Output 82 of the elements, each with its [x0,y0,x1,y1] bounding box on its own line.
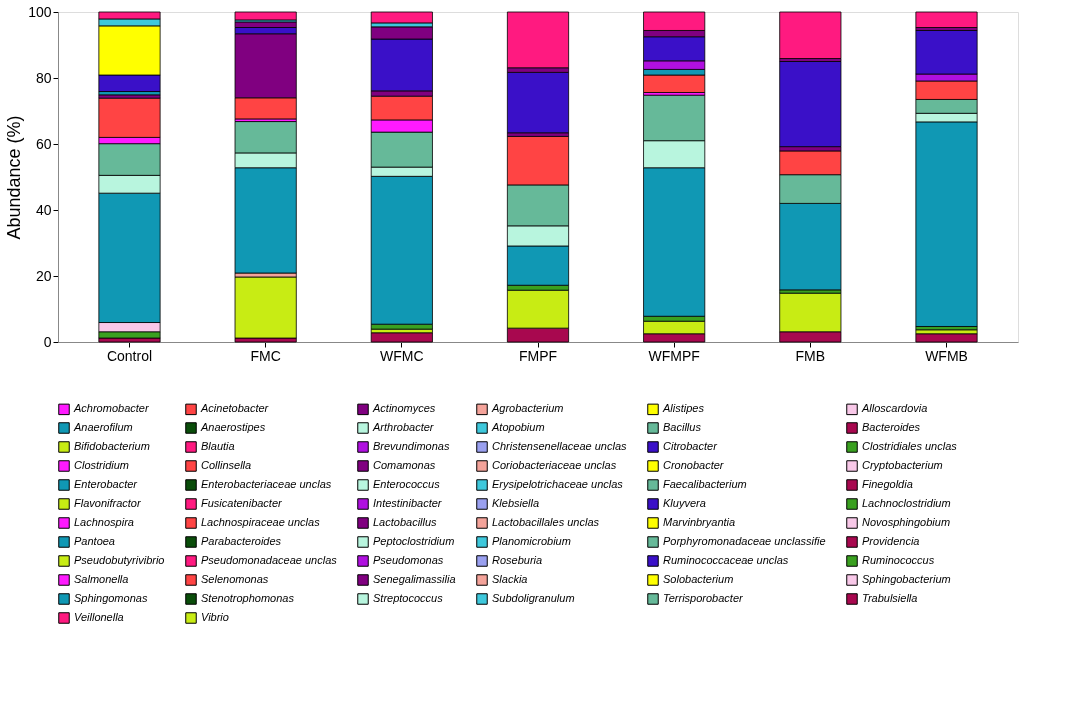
legend-label: Peptoclostridium [373,535,455,547]
legend-label: Cryptobacterium [862,459,943,471]
legend-label: Vibrio [201,611,229,623]
y-tick-label: 100 [28,3,52,20]
legend-label: Selenomonas [201,573,269,585]
legend-label: Brevundimonas [373,440,450,452]
legend-label: Solobacterium [663,573,734,585]
legend-label: Clostridium [74,459,130,471]
legend-label: Bifidobacterium [74,440,150,452]
x-tick-label: WFMC [380,347,424,364]
legend-label: Enterococcus [373,478,441,490]
legend-label: Intestinibacter [373,497,443,509]
legend-label: Veillonella [74,611,124,623]
legend-label: Slackia [492,573,528,585]
legend-label: Collinsella [201,459,252,471]
legend-label: Coriobacteriaceae unclas [492,459,617,471]
legend-label: Lactobacillus [373,516,438,528]
legend-label: Marvinbryantia [663,516,736,528]
legend-label: Lactobacillales unclas [492,516,600,528]
legend-label: Achromobacter [73,402,150,415]
legend-label: Klebsiella [492,497,540,509]
legend-label: Erysipelotrichaceae unclas [492,478,624,490]
legend-label: Kluyvera [663,497,706,509]
legend-label: Pseudobutyrivibrio [74,554,165,566]
x-tick-label: FMB [795,347,826,364]
y-tick-label: 20 [35,267,52,284]
legend-label: Pseudomonadaceae unclas [201,554,338,566]
legend-label: Providencia [862,535,920,547]
x-tick-label: WFMB [925,347,968,364]
legend-label: Anaerostipes [200,421,266,433]
legend-label: Lachnospira [74,516,134,528]
legend-label: Salmonella [74,573,129,585]
legend-label: Flavonifractor [74,497,142,509]
legend-label: Lachnospiraceae unclas [201,516,321,528]
x-tick-label: FMPF [518,347,558,364]
legend-label: Comamonas [373,459,436,471]
legend-label: Actinomyces [372,402,436,415]
legend-label: Ruminococcaceae unclas [663,554,789,566]
legend-label: Alloscardovia [861,402,928,415]
legend-label: Blautia [201,440,235,452]
legend-label: Lachnoclostridium [862,497,951,509]
legend-label: Sphingobacterium [862,573,951,585]
legend-label: Stenotrophomonas [201,592,295,604]
legend-label: Novosphingobium [862,516,951,528]
legend-label: Enterobacter [74,478,139,490]
legend-label: Fusicatenibacter [201,497,284,509]
legend-label: Christensenellaceae unclas [492,440,628,452]
legend-label: Porphyromonadaceae unclassifie [663,535,826,547]
legend-label: Finegoldia [862,478,913,490]
legend-label: Streptococcus [373,592,444,604]
legend-label: Pseudomonas [373,554,444,566]
legend-label: Agrobacterium [491,402,564,415]
legend-label: Trabulsiella [862,592,918,604]
x-tick-label: Control [106,347,153,364]
legend-label: Subdoligranulum [492,592,575,604]
legend-label: Acinetobacter [200,402,270,415]
legend-label: Citrobacter [663,440,719,452]
legend-label: Clostridiales unclas [862,440,958,452]
legend-label: Ruminococcus [862,554,935,566]
legend-label: Parabacteroides [201,535,282,547]
legend-label: Atopobium [491,421,545,433]
y-tick-label: 40 [35,201,52,218]
legend-label: Anaerofilum [73,421,133,433]
legend-label: Pantoea [74,535,115,547]
legend-label: Roseburia [492,554,543,566]
legend-label: Faecalibacterium [663,478,747,490]
legend-label: Arthrobacter [372,421,435,433]
legend-label: Bacteroides [862,421,921,433]
legend-label: Terrisporobacter [663,592,745,604]
y-tick-label: 80 [35,69,52,86]
y-axis-title: Abundance (%) [4,115,25,240]
legend-label: Bacillus [663,421,702,433]
y-tick-label: 60 [35,135,52,152]
legend-label: Planomicrobium [492,535,571,547]
legend-label: Enterobacteriaceae unclas [201,478,332,490]
x-tick-label: FMC [250,347,281,364]
legend-label: Cronobacter [663,459,725,471]
legend-label: Senegalimassilia [373,573,456,585]
legend-label: Sphingomonas [74,592,148,604]
legend-label: Alistipes [662,402,705,415]
y-tick-label: 0 [43,333,52,350]
x-tick-label: WFMPF [648,347,700,364]
